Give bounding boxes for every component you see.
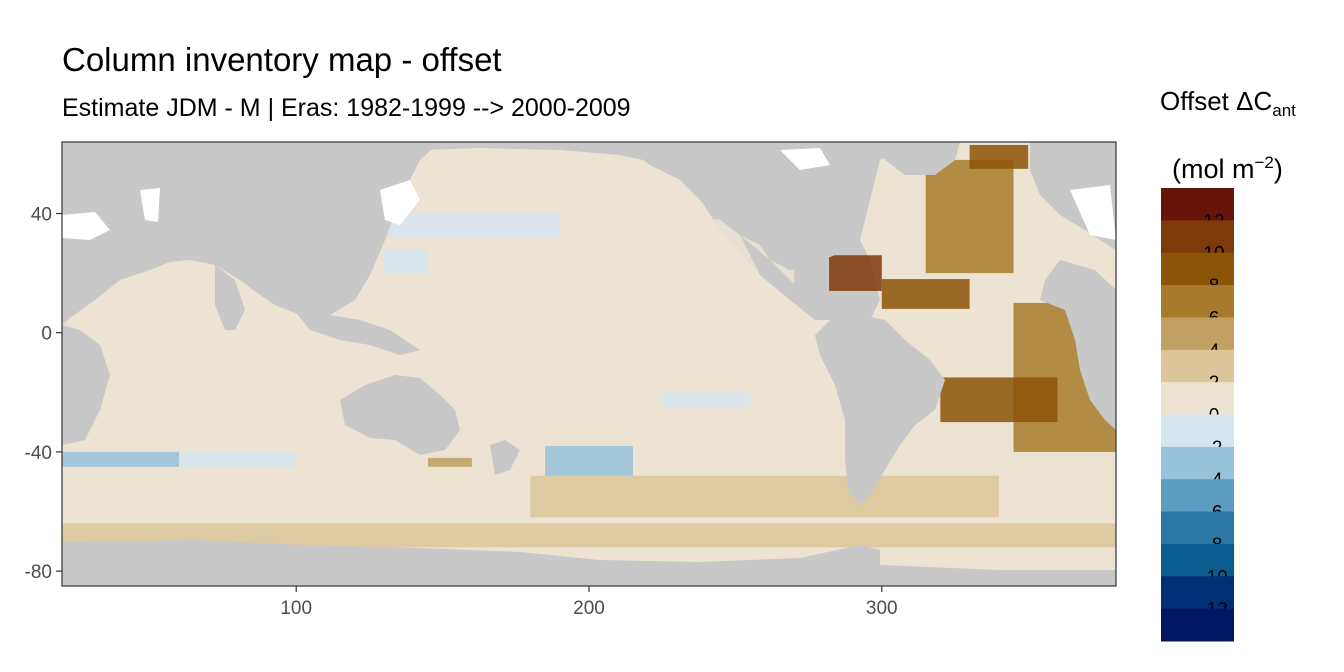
heatmap-region (940, 377, 1058, 423)
legend-swatch (1161, 543, 1234, 577)
land-india (215, 265, 245, 330)
legend-unit-superscript: −2 (1254, 153, 1274, 173)
heatmap-region (179, 451, 297, 467)
land-se-asia (290, 305, 420, 355)
legend-title-subscript: ant (1272, 101, 1296, 121)
legend-swatch (1161, 608, 1234, 642)
map-subtitle: Estimate JDM - M | Eras: 1982-1999 --> 2… (62, 94, 631, 122)
land-australia (340, 375, 460, 455)
heatmap-region (442, 317, 765, 348)
legend-swatch (1161, 252, 1234, 286)
map-title: Column inventory map - offset (62, 41, 502, 78)
no-data-patch-3 (780, 148, 830, 170)
y-tick-label: -40 (25, 443, 52, 464)
legend-title: Offset ΔCant (mol m−2) (1160, 84, 1330, 186)
heatmap-region (369, 213, 560, 238)
no-data-patches (62, 148, 1116, 240)
legend-swatch (1161, 511, 1234, 545)
heatmap-region (829, 255, 882, 291)
no-data-patch-5 (140, 188, 160, 222)
x-tick-label: 300 (866, 598, 898, 619)
x-tick-label: 100 (280, 598, 312, 619)
legend-unit-main: (mol m (1172, 154, 1255, 185)
heatmap-region (545, 445, 633, 476)
land-new-zealand (490, 440, 520, 475)
heatmap-region (881, 279, 970, 309)
land-eurasia-africa (62, 142, 440, 325)
heatmap-region (427, 457, 472, 467)
heatmap-region (413, 407, 707, 452)
legend-swatch (1161, 317, 1234, 351)
heatmap-region (530, 475, 999, 518)
legend-swatch (1161, 576, 1234, 610)
legend-unit: (mol m−2) (1172, 146, 1330, 186)
legend-colorbar: 121086420-2-4-6-8-10-12 (1161, 188, 1234, 642)
heatmap-region (120, 347, 385, 438)
land-africa-east (62, 325, 110, 445)
no-data-patch-4 (1070, 185, 1116, 240)
heatmap-region (969, 144, 1029, 169)
legend-swatch (1161, 479, 1234, 513)
y-tick-label: -80 (25, 562, 52, 583)
heatmap-regions (62, 144, 1116, 566)
land-central-america (740, 235, 830, 320)
land-africa (1040, 260, 1116, 430)
heatmap-region (662, 392, 751, 408)
legend-swatch (1161, 446, 1234, 480)
land-greenland (880, 142, 960, 175)
legend-swatch (1161, 382, 1234, 415)
x-tick-label: 200 (573, 598, 605, 619)
heatmap-region (62, 451, 180, 467)
land-antarctica (62, 540, 1116, 586)
land-south-america (815, 315, 945, 505)
no-data-patch-1 (62, 212, 110, 240)
heatmap-region (384, 249, 428, 274)
legend-swatch (1161, 285, 1234, 318)
legend-swatch (1161, 188, 1234, 221)
legend-swatch (1161, 349, 1234, 383)
legend-unit-close: ) (1273, 154, 1283, 185)
legend-swatch (1161, 414, 1234, 448)
heatmap-region (925, 159, 1014, 274)
y-tick-label: 0 (41, 324, 52, 345)
land-north-america (620, 142, 880, 270)
legend-swatch (1161, 220, 1234, 254)
heatmap-region (62, 523, 1116, 548)
no-data-patch-2 (380, 180, 420, 225)
legend-title-main: Offset ΔC (1160, 86, 1273, 116)
y-tick-label: 40 (31, 205, 52, 226)
